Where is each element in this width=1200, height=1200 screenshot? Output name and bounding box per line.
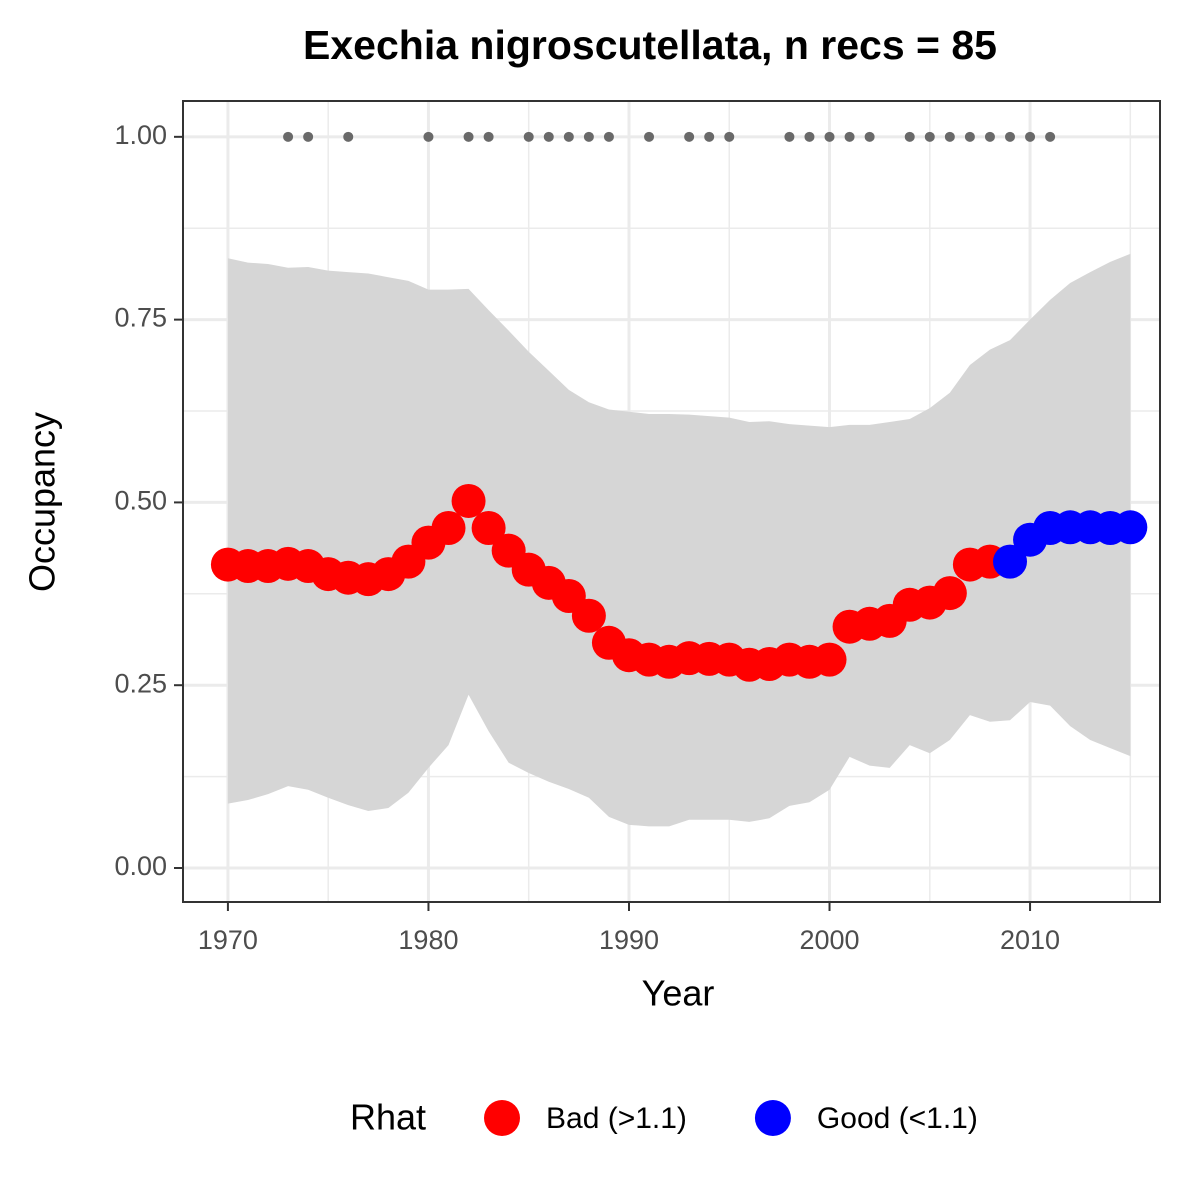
panel-border: [182, 100, 1161, 903]
occupancy-point: [451, 483, 486, 518]
legend-swatch: [754, 1100, 791, 1136]
x-tick-label: 2010: [1000, 925, 1060, 955]
occupancy-point: [993, 544, 1028, 579]
y-tick-label: 0.25: [114, 668, 167, 698]
legend-title: Rhat: [350, 1097, 426, 1138]
y-axis-title: Occupancy: [22, 412, 63, 592]
occupancy-point: [1113, 510, 1148, 545]
record-point: [804, 131, 815, 142]
record-point: [684, 131, 695, 142]
y-tick-label: 1.00: [114, 120, 167, 150]
record-point: [1005, 131, 1016, 142]
x-tick-label: 1990: [599, 925, 659, 955]
record-point: [283, 131, 294, 142]
record-point: [303, 131, 314, 142]
y-tick-label: 0.50: [114, 486, 167, 516]
record-point: [904, 131, 915, 142]
record-point: [844, 131, 855, 142]
record-point: [964, 131, 975, 142]
record-point: [784, 131, 795, 142]
record-point: [864, 131, 875, 142]
record-point: [563, 131, 574, 142]
legend-label: Bad (>1.1): [546, 1102, 687, 1135]
occupancy-point: [471, 511, 506, 546]
x-tick-label: 1980: [398, 925, 458, 955]
record-point: [824, 131, 835, 142]
record-point: [543, 131, 554, 142]
legend-swatch: [484, 1100, 520, 1136]
record-point: [483, 131, 494, 142]
x-axis-title: Year: [642, 973, 715, 1014]
record-point: [343, 131, 354, 142]
x-tick-label: 1970: [198, 925, 258, 955]
record-point: [1045, 131, 1056, 142]
record-point: [523, 131, 534, 142]
confidence-ribbon: [227, 253, 1131, 827]
occupancy-point: [812, 642, 847, 677]
occupancy-point: [571, 598, 606, 633]
record-point: [423, 131, 434, 142]
y-tick-label: 0.00: [114, 851, 167, 881]
record-point: [924, 131, 935, 142]
record-point: [583, 131, 594, 142]
chart-title: Exechia nigroscutellata, n recs = 85: [303, 22, 997, 68]
record-point: [644, 131, 655, 142]
record-point: [984, 131, 995, 142]
occupancy-point: [932, 576, 967, 611]
record-point: [463, 131, 474, 142]
record-point: [603, 131, 614, 142]
x-tick-label: 2000: [799, 925, 859, 955]
occupancy-point: [431, 511, 466, 546]
legend-label: Good (<1.1): [817, 1102, 978, 1135]
record-point: [704, 131, 715, 142]
record-point: [1025, 131, 1036, 142]
record-point: [724, 131, 735, 142]
record-point: [944, 131, 955, 142]
y-tick-label: 0.75: [114, 303, 167, 333]
